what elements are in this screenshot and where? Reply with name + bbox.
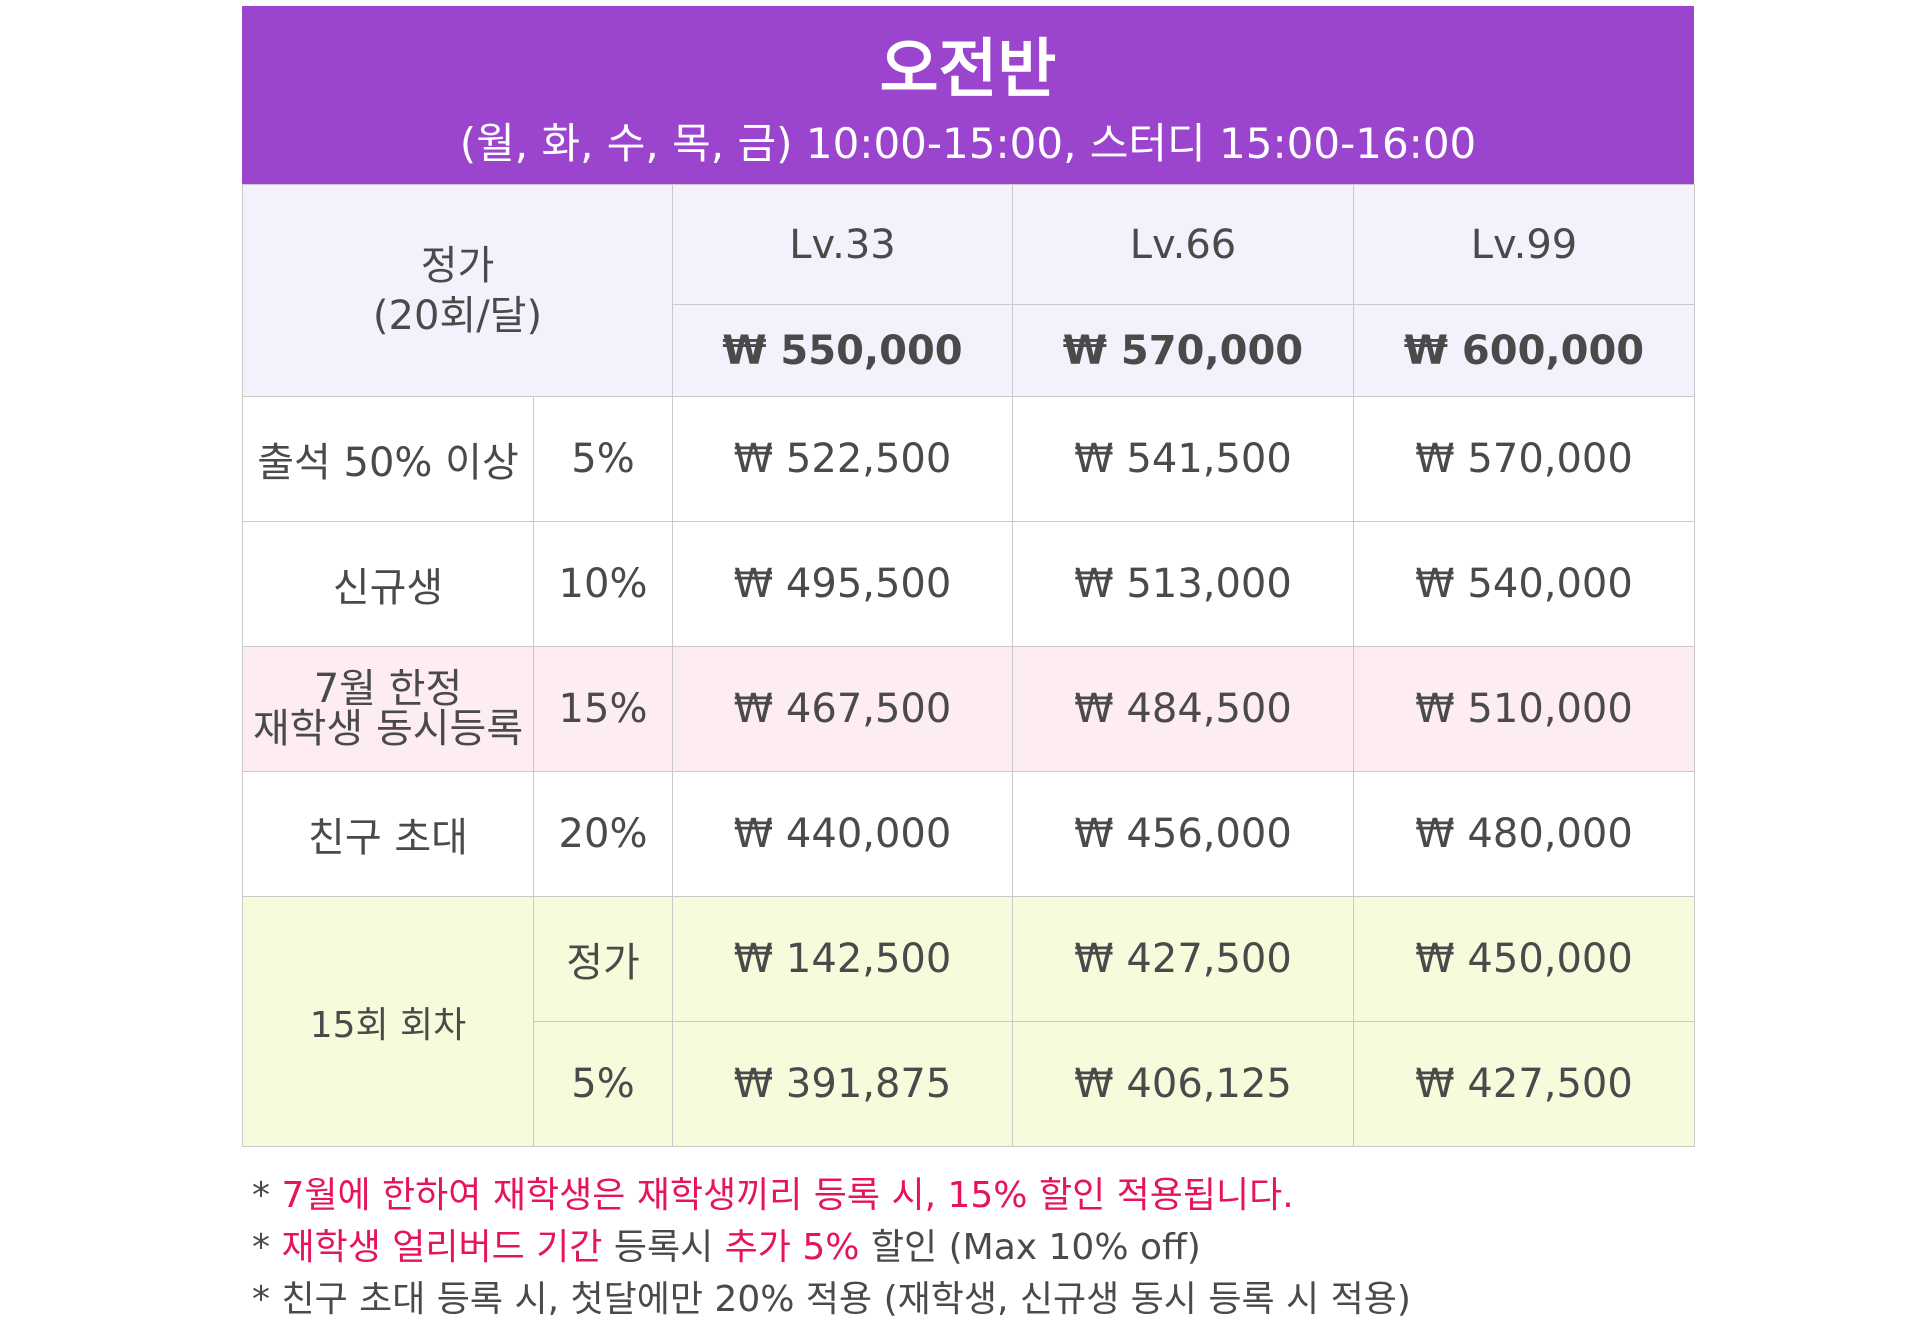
table-row: 5% ₩ 391,875 ₩ 406,125 ₩ 427,500 xyxy=(243,1021,1695,1147)
price-table: 정가 (20회/달) Lv.33 Lv.66 Lv.99 ₩ 550,000 ₩… xyxy=(242,184,1695,1147)
table-row: 15회 회차 정가 ₩ 142,500 ₩ 427,500 ₩ 450,000 xyxy=(242,896,1695,1147)
discount-rate: 15% xyxy=(533,646,673,772)
note-line: * 친구 초대 등록 시, 첫달에만 20% 적용 (재학생, 신규생 동시 등… xyxy=(252,1279,1411,1320)
class-header: 오전반 (월, 화, 수, 목, 금) 10:00-15:00, 스터디 15:… xyxy=(242,6,1694,184)
price-cell: ₩ 427,500 xyxy=(1353,1021,1695,1147)
discount-label: 신규생 xyxy=(242,521,534,647)
discount-rate: 10% xyxy=(533,521,673,647)
price-cell: ₩ 467,500 xyxy=(672,646,1013,772)
table-row: 7월 한정 재학생 동시등록 15% ₩ 467,500 ₩ 484,500 ₩… xyxy=(242,646,1695,772)
base-price-sessions: (20회/달) xyxy=(372,292,543,339)
note-bullet: * xyxy=(252,1227,282,1268)
base-price-row: ₩ 550,000 ₩ 570,000 ₩ 600,000 xyxy=(243,304,1695,397)
level-header: Lv.99 xyxy=(1353,184,1695,305)
price-cell: ₩ 456,000 xyxy=(1012,771,1354,897)
price-cell: ₩ 440,000 xyxy=(672,771,1013,897)
note-highlight: 추가 5% xyxy=(724,1227,860,1268)
price-cell: ₩ 391,875 xyxy=(672,1021,1013,1147)
base-price-label: 정가 xyxy=(420,242,495,289)
base-price: ₩ 600,000 xyxy=(1353,304,1695,397)
class-title: 오전반 xyxy=(879,33,1057,107)
price-cell: ₩ 541,500 xyxy=(1012,396,1354,522)
discount-label: 친구 초대 xyxy=(242,771,534,897)
price-cell: ₩ 510,000 xyxy=(1353,646,1695,772)
price-cell: ₩ 570,000 xyxy=(1353,396,1695,522)
session15-label: 15회 회차 xyxy=(242,896,534,1147)
price-cell: ₩ 450,000 xyxy=(1353,896,1695,1022)
note-highlight: 재학생 얼리버드 기간 xyxy=(281,1227,603,1268)
discount-label-line: 재학생 동시등록 xyxy=(252,706,524,752)
base-price: ₩ 570,000 xyxy=(1012,304,1354,397)
discount-label: 7월 한정 재학생 동시등록 xyxy=(242,646,534,772)
price-cell: ₩ 480,000 xyxy=(1353,771,1695,897)
note-line: * 재학생 얼리버드 기간 등록시 추가 5% 할인 (Max 10% off) xyxy=(252,1222,1692,1274)
price-cell: ₩ 427,500 xyxy=(1012,896,1354,1022)
discount-label: 출석 50% 이상 xyxy=(242,396,534,522)
note-bullet: * xyxy=(252,1175,282,1216)
table-row: 신규생 10% ₩ 495,500 ₩ 513,000 ₩ 540,000 xyxy=(242,521,1695,647)
table-row: 친구 초대 20% ₩ 440,000 ₩ 456,000 ₩ 480,000 xyxy=(242,771,1695,897)
price-cell: ₩ 522,500 xyxy=(672,396,1013,522)
price-cell: ₩ 142,500 xyxy=(672,896,1013,1022)
discount-rate: 정가 xyxy=(533,896,673,1022)
price-cell: ₩ 484,500 xyxy=(1012,646,1354,772)
discount-rate: 5% xyxy=(533,1021,673,1147)
discount-label-line: 7월 한정 xyxy=(313,666,463,712)
level-header: Lv.66 xyxy=(1012,184,1354,305)
discount-rate: 5% xyxy=(533,396,673,522)
notes: * 7월에 한하여 재학생은 재학생끼리 등록 시, 15% 할인 적용됩니다.… xyxy=(252,1170,1692,1326)
note-line: * 7월에 한하여 재학생은 재학생끼리 등록 시, 15% 할인 적용됩니다. xyxy=(252,1170,1692,1222)
note-text: 등록시 xyxy=(602,1227,725,1268)
table-row: 출석 50% 이상 5% ₩ 522,500 ₩ 541,500 ₩ 570,0… xyxy=(242,396,1695,522)
note-text: 할인 (Max 10% off) xyxy=(859,1227,1201,1268)
base-price: ₩ 550,000 xyxy=(672,304,1013,397)
level-header-row: 정가 (20회/달) Lv.33 Lv.66 Lv.99 xyxy=(242,184,1695,397)
base-price-label-cell: 정가 (20회/달) xyxy=(242,184,673,397)
class-schedule: (월, 화, 수, 목, 금) 10:00-15:00, 스터디 15:00-1… xyxy=(459,119,1477,168)
level-header: Lv.33 xyxy=(672,184,1013,305)
note-highlight: 7월에 한하여 재학생은 재학생끼리 등록 시, 15% 할인 적용됩니다. xyxy=(281,1175,1294,1216)
price-cell: ₩ 513,000 xyxy=(1012,521,1354,647)
price-cell: ₩ 540,000 xyxy=(1353,521,1695,647)
price-cell: ₩ 406,125 xyxy=(1012,1021,1354,1147)
discount-rate: 20% xyxy=(533,771,673,897)
price-cell: ₩ 495,500 xyxy=(672,521,1013,647)
